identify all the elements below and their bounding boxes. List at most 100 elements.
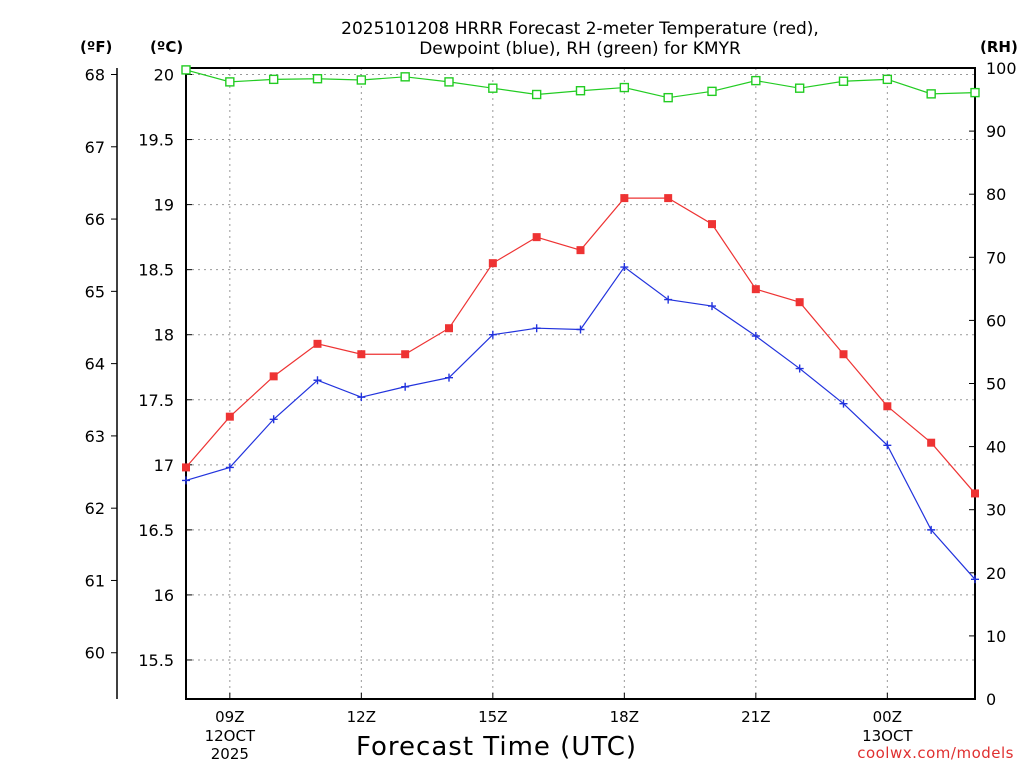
rh-point: [181, 65, 191, 75]
series-temperature: [182, 194, 979, 498]
series: [181, 65, 980, 584]
celsius-axis-unit: (ºC): [150, 38, 183, 56]
rh-tick-label: 90: [986, 122, 1006, 141]
rh-point: [312, 74, 323, 84]
temperature-point: [971, 489, 979, 498]
x-tick-label: 21Z: [741, 708, 770, 726]
x-tick-sublabel: 2025: [211, 745, 249, 763]
celsius-tick-label: 19.5: [138, 131, 174, 150]
temperature-point: [839, 350, 848, 359]
fahrenheit-tick-label: 65: [85, 282, 105, 301]
fahrenheit-tick-label: 60: [85, 644, 105, 663]
dewpoint-point: [576, 325, 585, 334]
temperature-point: [883, 402, 892, 411]
rh-point: [663, 92, 673, 103]
rh-point: [488, 83, 498, 93]
series-rh: [181, 65, 980, 103]
celsius-tick-label: 19: [154, 196, 174, 215]
celsius-tick-label: 17.5: [138, 391, 174, 410]
rh-tick-label: 10: [986, 627, 1006, 646]
rh-point: [707, 86, 717, 97]
dewpoint-point: [313, 376, 322, 385]
fahrenheit-tick-label: 63: [85, 427, 105, 446]
dewpoint-point: [532, 324, 541, 333]
rh-point: [970, 87, 980, 98]
rh-point: [838, 76, 849, 86]
temperature-point: [313, 339, 322, 348]
fahrenheit-tick-label: 64: [85, 355, 105, 374]
temperature-point: [401, 350, 410, 359]
rh-tick-label: 100: [986, 59, 1017, 78]
celsius-tick-label: 16.5: [138, 521, 174, 540]
temperature-point: [927, 438, 936, 447]
grid: [186, 68, 975, 699]
temperature-point: [532, 233, 541, 242]
dewpoint-point: [751, 332, 760, 341]
rh-point: [751, 75, 761, 86]
dewpoint-point: [357, 393, 366, 402]
x-axis-label: Forecast Time (UTC): [356, 732, 638, 762]
temperature-point: [576, 246, 585, 255]
x-tick-label: 12Z: [347, 708, 376, 726]
rh-tick-label: 50: [986, 375, 1006, 394]
celsius-tick-label: 20: [154, 66, 174, 85]
dewpoint-point: [488, 330, 497, 339]
dewpoint-point: [795, 364, 804, 373]
rh-point: [268, 74, 279, 85]
dewpoint-point: [708, 302, 716, 311]
rh-point: [926, 89, 936, 99]
temperature-point: [488, 259, 497, 268]
dewpoint-point: [883, 441, 892, 450]
rh-point: [619, 82, 630, 93]
fahrenheit-tick-label: 67: [85, 138, 105, 157]
temperature-point: [620, 194, 629, 203]
celsius-tick-label: 17: [154, 456, 174, 475]
rh-tick-label: 20: [986, 564, 1006, 583]
rh-tick-label: 70: [986, 248, 1006, 267]
dewpoint-point: [445, 373, 453, 382]
temperature-point: [708, 220, 716, 229]
rh-tick-label: 40: [986, 438, 1006, 457]
fahrenheit-tick-label: 61: [85, 571, 105, 590]
celsius-tick-label: 16: [154, 586, 174, 605]
temperature-point: [795, 298, 804, 307]
rh-point: [882, 74, 893, 85]
series-dewpoint: [182, 263, 979, 584]
fahrenheit-tick-label: 68: [85, 66, 105, 85]
chart-title-line-1: 2025101208 HRRR Forecast 2-meter Tempera…: [341, 19, 819, 39]
x-tick-label: 18Z: [610, 708, 639, 726]
x-tick-label: 15Z: [478, 708, 507, 726]
rh-axis-unit: (RH): [980, 38, 1018, 56]
plot-frame: [185, 67, 976, 700]
fahrenheit-axis-unit: (ºF): [80, 38, 112, 56]
dewpoint-point: [182, 476, 190, 485]
dewpoint-point: [269, 415, 278, 424]
dewpoint-point: [839, 399, 848, 408]
temperature-point: [182, 463, 190, 472]
temperature-point: [751, 285, 760, 294]
temperature-point: [269, 372, 278, 381]
rh-tick-label: 80: [986, 185, 1006, 204]
temperature-point: [357, 350, 366, 359]
x-tick-label: 09Z: [215, 708, 244, 726]
dewpoint-point: [620, 263, 629, 272]
rh-tick-label: 60: [986, 311, 1006, 330]
rh-point: [225, 77, 235, 87]
celsius-tick-label: 18.5: [138, 261, 174, 280]
rh-point: [400, 72, 410, 82]
dewpoint-line: [185, 266, 976, 580]
axes: [111, 67, 976, 700]
rh-point: [356, 75, 367, 85]
credit-link[interactable]: coolwx.com/models: [857, 744, 1014, 762]
fahrenheit-tick-label: 66: [85, 210, 105, 229]
temperature-point: [664, 194, 673, 203]
fahrenheit-tick-label: 62: [85, 499, 105, 518]
x-tick-label: 00Z: [873, 708, 902, 726]
dewpoint-point: [927, 525, 936, 534]
celsius-tick-label: 15.5: [138, 651, 174, 670]
temperature-point: [445, 324, 453, 333]
rh-point: [444, 77, 454, 87]
temperature-line: [185, 197, 976, 494]
